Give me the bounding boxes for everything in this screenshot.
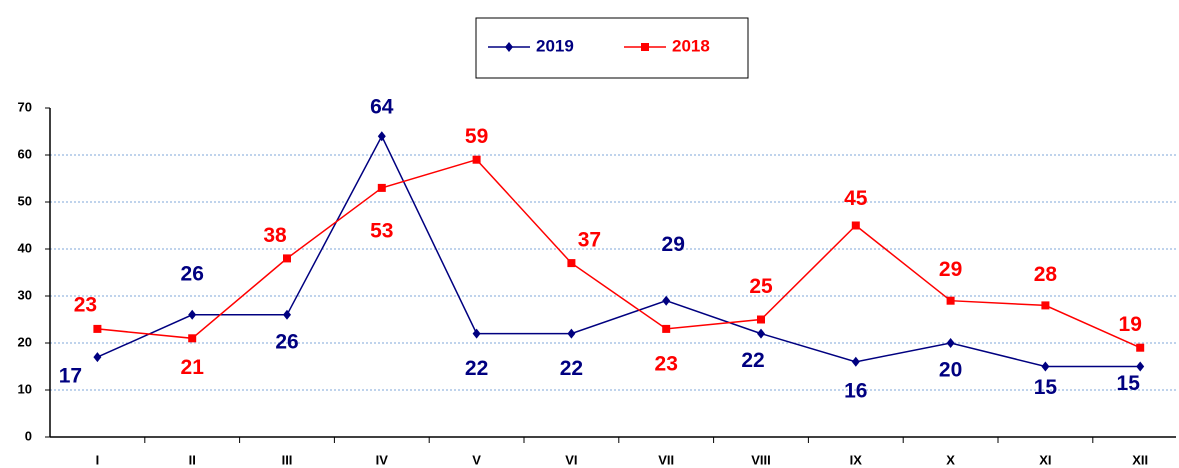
data-point (472, 328, 481, 339)
data-label: 22 (465, 357, 488, 380)
data-point (377, 131, 386, 142)
x-tick-label: XI (1039, 452, 1051, 467)
data-label: 23 (74, 293, 97, 316)
legend-marker (641, 43, 649, 51)
data-label: 16 (844, 379, 867, 402)
data-point (188, 334, 197, 343)
x-tick-label: III (282, 452, 293, 467)
x-tick-label: IX (850, 452, 863, 467)
data-label: 26 (275, 330, 298, 353)
data-point (377, 183, 386, 192)
data-point (283, 254, 291, 263)
x-tick-label: VII (658, 452, 674, 467)
data-label: 15 (1034, 376, 1058, 399)
y-tick-label: 60 (18, 146, 32, 161)
data-label: 17 (59, 365, 82, 388)
data-point (757, 328, 765, 339)
data-label: 20 (939, 359, 962, 382)
data-point (1136, 343, 1145, 352)
x-tick-label: I (96, 452, 100, 467)
series-line (97, 158, 1141, 349)
data-label: 37 (578, 229, 601, 252)
data-point (567, 259, 576, 268)
y-tick-label: 50 (18, 193, 32, 208)
data-label: 64 (370, 96, 394, 119)
data-label: 38 (263, 224, 287, 247)
legend-marker (505, 42, 513, 52)
data-point (946, 338, 955, 348)
legend-label: 2018 (672, 36, 710, 55)
y-tick-label: 20 (18, 334, 32, 349)
data-point (851, 356, 860, 367)
y-tick-label: 40 (18, 240, 32, 255)
data-label: 22 (560, 357, 583, 380)
data-label: 29 (939, 258, 962, 281)
legend-label: 2019 (536, 36, 574, 55)
x-tick-label: XII (1132, 452, 1148, 467)
data-label: 21 (181, 356, 205, 379)
x-tick-label: VI (565, 452, 577, 467)
data-label: 22 (741, 349, 764, 372)
data-label: 19 (1119, 313, 1142, 336)
data-point (283, 309, 291, 320)
data-point (946, 296, 955, 305)
legend-box (475, 17, 749, 79)
x-tick-label: IV (376, 452, 389, 467)
y-tick-label: 70 (18, 99, 32, 114)
data-label: 53 (370, 219, 393, 242)
data-label: 25 (749, 275, 773, 298)
data-point (662, 324, 671, 333)
data-point (757, 315, 765, 324)
data-point (1041, 361, 1050, 372)
series-line (97, 134, 1141, 368)
y-tick-label: 10 (18, 381, 32, 396)
data-label: 23 (655, 352, 678, 375)
data-point (93, 324, 102, 333)
data-point (567, 328, 576, 339)
data-label: 29 (662, 233, 685, 256)
data-label: 28 (1034, 263, 1058, 286)
y-tick-label: 30 (18, 287, 32, 302)
data-label: 59 (465, 125, 488, 148)
data-point (1041, 301, 1050, 310)
x-tick-label: II (189, 452, 196, 467)
data-point (662, 295, 671, 306)
x-tick-label: X (946, 452, 955, 467)
data-point (93, 352, 102, 363)
data-point (188, 309, 197, 320)
x-tick-label: V (472, 452, 481, 467)
x-tick-label: VIII (751, 452, 771, 467)
data-point (472, 155, 481, 164)
data-label: 45 (844, 187, 868, 210)
data-point (1136, 361, 1145, 372)
data-label: 26 (181, 262, 204, 285)
data-point (851, 221, 860, 230)
data-label: 15 (1117, 372, 1141, 395)
y-tick-label: 0 (25, 428, 32, 443)
